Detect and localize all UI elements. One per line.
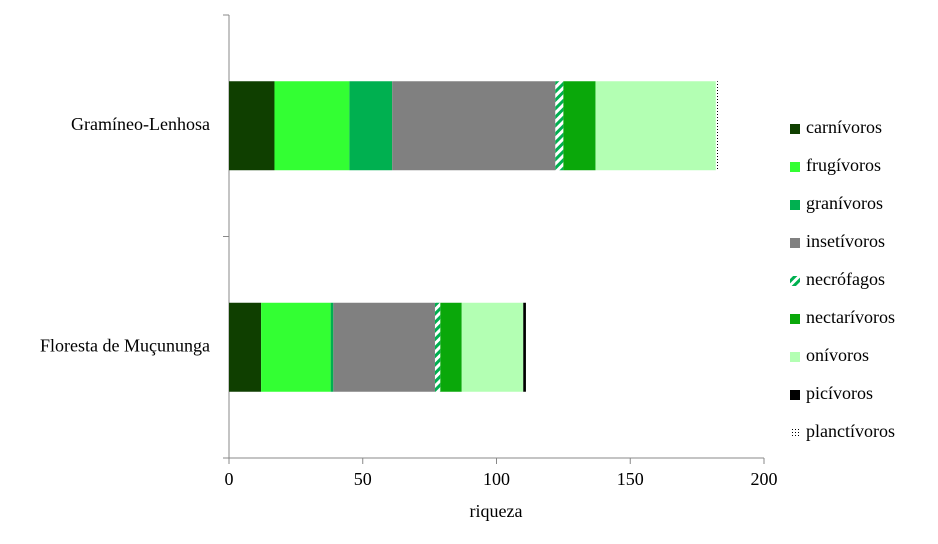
legend-swatch [790,200,800,210]
legend-label: insetívoros [806,231,885,251]
legend-label: onívoros [806,345,869,365]
category-label: Gramíneo-Lenhosa [71,114,210,134]
legend-label: frugívoros [806,155,881,175]
legend-swatch [790,162,800,172]
legend-label: planctívoros [806,421,895,441]
bar-segment [274,81,350,171]
legend-swatch [790,390,800,400]
bar-segment [229,302,262,392]
bar-segment [440,302,462,392]
x-tick-label: 200 [751,469,778,489]
bar-segment [330,302,334,392]
bar-segment [349,81,393,171]
legend-swatch [790,314,800,324]
bar-segment [715,81,719,171]
category-label: Floresta de Muçununga [40,335,210,355]
bar-segment [434,302,441,392]
bar-segment [595,81,716,171]
legend-label: picívoros [806,383,873,403]
x-tick-label: 0 [225,469,234,489]
bar-segment [261,302,331,392]
legend-label: carnívoros [806,117,882,137]
x-tick-label: 150 [617,469,644,489]
legend-swatch [790,276,800,286]
legend-swatch [790,124,800,134]
bar-segment [333,302,435,392]
bar-segment [563,81,596,171]
legend-label: necrófagos [806,269,885,289]
bar-segment [229,81,275,171]
bar-segment [461,302,524,392]
bar-segment [523,302,526,392]
legend-swatch [790,238,800,248]
x-tick-label: 50 [354,469,372,489]
x-tick-label: 100 [483,469,510,489]
bar-segment [555,81,564,171]
legend-label: granívoros [806,193,883,213]
legend-label: nectarívoros [806,307,895,327]
bar-segment [392,81,556,171]
x-axis-title: riqueza [470,501,523,521]
legend-swatch [790,352,800,362]
legend-swatch [790,428,800,438]
